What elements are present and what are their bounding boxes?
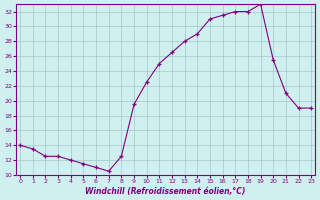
X-axis label: Windchill (Refroidissement éolien,°C): Windchill (Refroidissement éolien,°C) — [85, 187, 246, 196]
